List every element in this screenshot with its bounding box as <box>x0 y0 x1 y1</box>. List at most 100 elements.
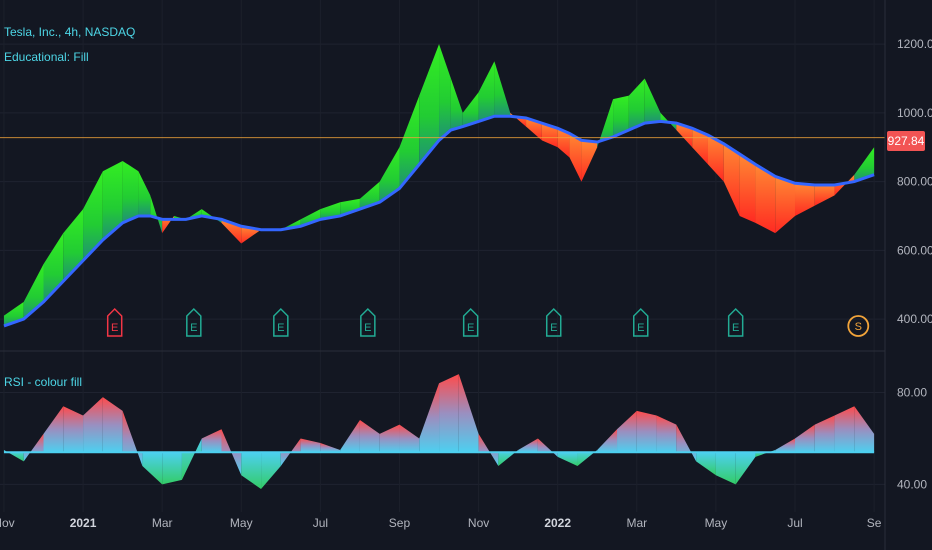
rsi-up-segment <box>636 410 657 453</box>
price-tick-label: 1000.00 <box>897 106 932 120</box>
earnings-marker-shape <box>186 307 202 337</box>
earnings-marker-label: E <box>467 322 474 334</box>
bear-fill-segment <box>723 143 740 216</box>
earnings-marker-shape <box>545 307 562 337</box>
rsi-down-segment <box>241 452 262 490</box>
bear-fill-segment <box>834 174 855 196</box>
price-tick-label: 800.00 <box>897 175 932 189</box>
bull-fill-segment <box>63 209 84 282</box>
earnings-marker-label: E <box>732 322 739 334</box>
bull-fill-segment <box>450 78 463 130</box>
rsi-up-segment <box>458 374 479 453</box>
bear-fill-segment <box>241 226 262 244</box>
bull-fill-segment <box>83 171 103 261</box>
rsi-down-segment <box>696 452 716 476</box>
indicator-legend[interactable]: Educational: Fill <box>4 50 89 64</box>
rsi-down-segment <box>755 449 776 457</box>
rsi-up-segment <box>340 420 360 453</box>
bull-fill-segment <box>419 44 440 165</box>
earnings-marker-shape <box>360 307 376 337</box>
rsi-down-segment <box>181 438 202 480</box>
rsi-legend[interactable]: RSI - colour fill <box>4 375 83 389</box>
rsi-up-segment <box>43 406 64 453</box>
time-tick-label: Jul <box>313 516 328 530</box>
bull-fill-segment <box>359 181 380 210</box>
rsi-up-segment <box>518 438 538 453</box>
rsi-panel <box>3 374 875 490</box>
rsi-up-segment <box>359 420 380 453</box>
bear-fill-segment <box>510 112 527 127</box>
time-axis[interactable]: Nov 2021 Mar May Jul Sep Nov 2022 Mar May Jul Se <box>0 516 882 530</box>
rsi-down-segment <box>498 449 519 467</box>
rsi-up-segment <box>419 383 440 453</box>
time-tick-label: May <box>230 516 253 530</box>
bull-fill-segment <box>854 147 875 182</box>
symbol-legend[interactable]: Tesla, Inc., 4h, NASDAQ <box>4 25 136 39</box>
bull-fill-segment <box>280 219 301 230</box>
bull-fill-segment <box>462 92 479 127</box>
rsi-up-segment <box>102 397 123 453</box>
split-marker-label: S <box>855 321 862 333</box>
rsi-up-segment <box>854 406 875 453</box>
bear-fill-segment <box>581 140 598 182</box>
bull-fill-segment <box>150 195 163 234</box>
bull-fill-segment <box>340 198 360 216</box>
rsi-up-segment <box>63 406 84 453</box>
rsi-down-segment <box>715 452 736 485</box>
earnings-marker-label: E <box>637 322 644 334</box>
rsi-down-segment <box>735 452 756 485</box>
rsi-up-segment <box>300 438 321 453</box>
time-tick-label: Mar <box>152 516 173 530</box>
rsi-up-segment <box>597 429 618 453</box>
bear-fill-segment <box>707 135 724 182</box>
rsi-down-segment <box>557 452 578 467</box>
earnings-marker-shape <box>727 307 744 337</box>
price-tick-label: 1200.00 <box>897 37 932 51</box>
time-tick-label: Sep <box>389 516 411 530</box>
time-tick-label: Nov <box>468 516 489 530</box>
earnings-marker-label: E <box>277 322 284 334</box>
rsi-up-segment <box>795 424 815 453</box>
earnings-marker-shape <box>462 307 479 337</box>
bull-fill-segment <box>478 61 495 122</box>
rsi-tick-label: 40.00 <box>897 477 927 491</box>
ema-line <box>3 114 875 328</box>
rsi-up-segment <box>478 433 499 467</box>
rsi-down-segment <box>142 452 163 485</box>
rsi-up-segment <box>320 443 341 453</box>
rsi-up-segment <box>201 429 222 453</box>
rsi-down-segment <box>261 452 281 490</box>
rsi-up-segment <box>814 415 835 453</box>
rsi-down-segment <box>577 449 598 467</box>
rsi-up-segment <box>122 410 143 467</box>
time-tick-label: Jul <box>787 516 802 530</box>
bull-fill-segment <box>399 95 420 189</box>
rsi-up-segment <box>775 438 796 453</box>
bear-fill-segment <box>676 123 693 148</box>
bear-fill-segment <box>526 117 542 141</box>
bear-fill-segment <box>557 128 570 158</box>
bear-fill-segment <box>795 183 815 216</box>
bear-fill-segment <box>775 176 796 234</box>
time-tick-label: Nov <box>0 516 15 530</box>
bull-fill-segment <box>300 209 321 227</box>
time-tick-label: Mar <box>626 516 647 530</box>
bull-fill-segment <box>102 160 123 240</box>
bear-fill-segment <box>541 123 558 148</box>
bull-fill-segment <box>494 61 511 117</box>
bull-fill-segment <box>597 99 614 148</box>
time-tick-label: 2022 <box>544 516 571 530</box>
rsi-down-segment <box>162 452 182 485</box>
rsi-tick-label: 80.00 <box>897 385 927 399</box>
bear-fill-segment <box>739 154 756 223</box>
bull-fill-segment <box>122 160 139 223</box>
earnings-marker-label: E <box>111 322 118 334</box>
rsi-up-segment <box>23 433 44 462</box>
bull-fill-segment <box>613 95 629 137</box>
earnings-marker-label: E <box>364 322 371 334</box>
rsi-up-segment <box>537 438 558 457</box>
bull-fill-segment <box>138 171 151 216</box>
price-axis[interactable]: 1200.00 1000.00 800.00 600.00 400.00 80.00 40.… <box>897 37 932 491</box>
